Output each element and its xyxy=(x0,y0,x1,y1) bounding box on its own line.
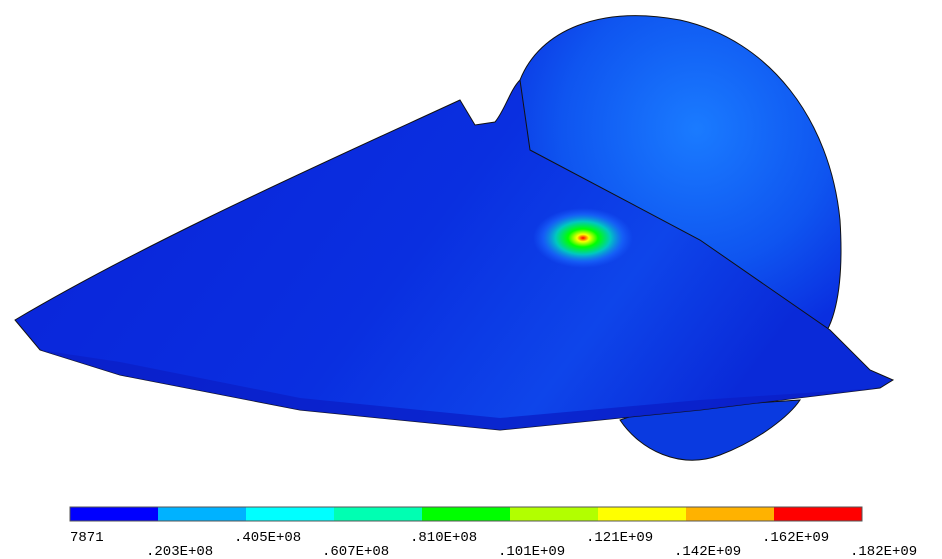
legend-label: .162E+09 xyxy=(762,530,829,546)
legend-swatch xyxy=(598,507,686,521)
legend-swatch xyxy=(158,507,246,521)
legend-label: .203E+08 xyxy=(146,544,213,559)
legend-swatch xyxy=(70,507,158,521)
legend-label: .121E+09 xyxy=(586,530,653,546)
legend-swatch xyxy=(774,507,862,521)
legend: 7871 .203E+08 .405E+08 .607E+08 .810E+08 .101… xyxy=(70,507,917,559)
legend-label: .142E+09 xyxy=(674,544,741,559)
legend-swatch xyxy=(422,507,510,521)
legend-label: .607E+08 xyxy=(322,544,389,559)
model xyxy=(15,16,893,460)
legend-label: .101E+09 xyxy=(498,544,565,559)
legend-label: 7871 xyxy=(70,530,104,546)
legend-label: .405E+08 xyxy=(234,530,301,546)
legend-label: .810E+08 xyxy=(410,530,477,546)
contour-plot: 7871 .203E+08 .405E+08 .607E+08 .810E+08 .101… xyxy=(0,0,942,559)
legend-label: .182E+09 xyxy=(850,544,917,559)
legend-swatch xyxy=(334,507,422,521)
legend-swatch xyxy=(510,507,598,521)
legend-swatch xyxy=(686,507,774,521)
legend-swatch xyxy=(246,507,334,521)
